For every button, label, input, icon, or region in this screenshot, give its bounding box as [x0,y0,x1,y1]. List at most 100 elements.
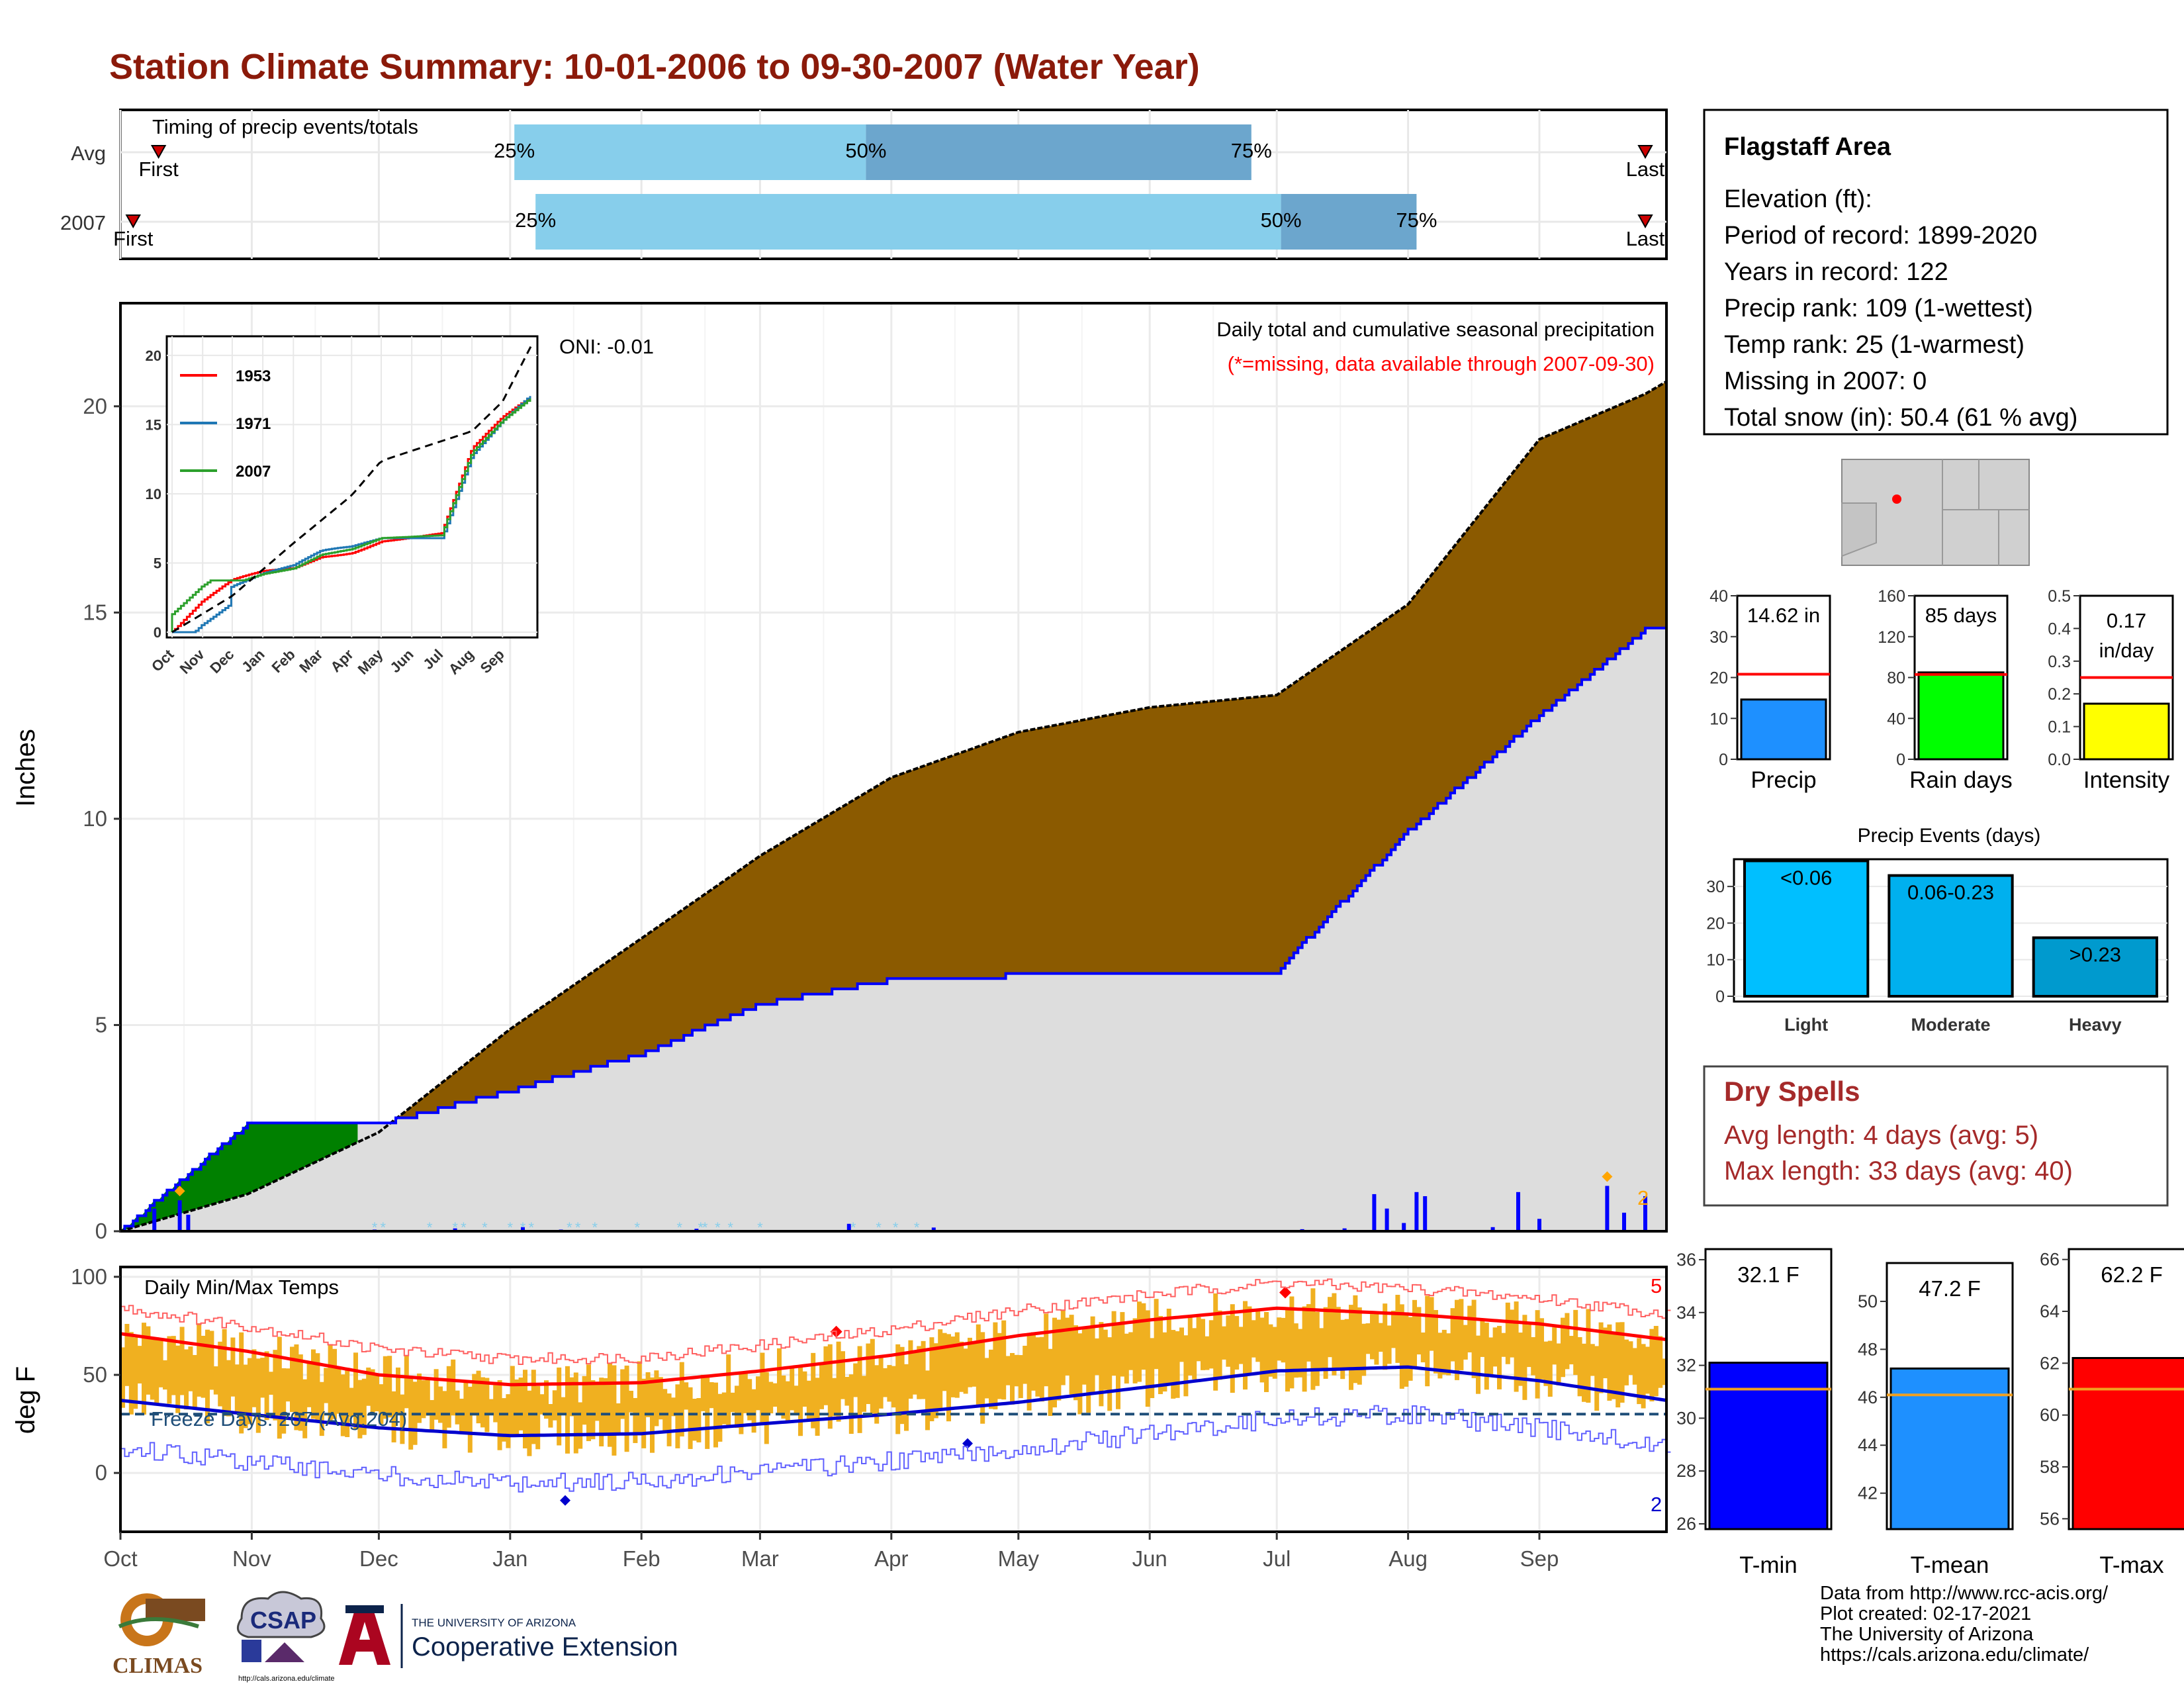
timing-p75-label: 75% [1231,139,1272,162]
daily-precip-bar [453,1228,457,1231]
event-bar [1743,859,1870,998]
snow-marker: * [508,1219,514,1236]
temp-title: Daily Min/Max Temps [144,1276,339,1299]
daily-precip-bar [1385,1208,1389,1231]
daily-temp-bar [777,1348,782,1414]
daily-temp-bar [933,1343,938,1419]
daily-temp-bar [1395,1295,1400,1363]
station-info-line: Period of record: 1899-2020 [1724,222,2037,250]
daily-temp-bar [306,1362,312,1407]
daily-temp-bar [400,1394,405,1444]
temp-summary-charts: 26 28 30 32 34 36 32.1 F T-min 42 44 46 48 50 47.2 F T… [1676,1248,2184,1578]
daily-temp-bar [1107,1337,1113,1411]
daily-temp-bar [721,1392,727,1425]
daily-temp-bar [484,1378,490,1432]
tbar-y-tick-label: 60 [2040,1405,2060,1425]
daily-precip-bar [521,1227,525,1231]
daily-temp-bar [552,1390,557,1421]
daily-temp-bar [989,1349,993,1409]
daily-temp-bar [1518,1333,1523,1386]
mini-chart-label: Rain days [1909,767,2013,793]
station-info-line: Missing in 2007: 0 [1724,367,1927,395]
daily-temp-bar [980,1332,985,1424]
daily-temp-bar [1010,1352,1015,1405]
daily-temp-bar [472,1374,477,1416]
daily-temp-bar [658,1377,663,1420]
daily-temp-bar [285,1368,291,1402]
daily-temp-bar [1277,1317,1282,1361]
daily-temp-bar [133,1337,138,1409]
daily-precip-bar [1605,1186,1610,1231]
daily-temp-bar [1539,1318,1544,1380]
daily-temp-bar [1543,1341,1549,1386]
daily-temp-bar [976,1324,981,1407]
inset-legend-label: 1971 [236,415,271,433]
timing-bar-q2 [1281,194,1417,250]
daily-temp-bar [1298,1329,1303,1378]
daily-temp-bar [1099,1322,1104,1407]
mini-y-tick-label: 0.2 [2048,685,2071,704]
daily-temp-bar [747,1379,752,1421]
daily-temp-bar [1077,1333,1083,1415]
daily-precip-bar [1402,1223,1406,1231]
ua-line2: Cooperative Extension [412,1632,678,1662]
daily-temp-bar [1505,1302,1510,1364]
daily-temp-bar [612,1365,617,1456]
daily-temp-bar [379,1384,384,1425]
daily-temp-bar [1060,1309,1066,1385]
daily-precip-bar [152,1208,157,1231]
daily-temp-bar [438,1386,443,1423]
daily-temp-bar [1340,1319,1345,1380]
daily-temp-bar [1162,1332,1167,1392]
daily-temp-bar [798,1365,803,1436]
daily-temp-bar [1429,1297,1434,1351]
mini-y-tick-label: 80 [1887,669,1905,688]
temp-y-axis-label: deg F [11,1366,40,1434]
daily-temp-bar [1018,1355,1023,1399]
daily-temp-bar [1374,1311,1379,1365]
daily-temp-bar [1137,1301,1142,1382]
daily-temp-bar [1319,1328,1324,1371]
inset-y-tick-label: 15 [146,416,161,433]
daily-temp-bar [1213,1293,1218,1391]
mini-y-tick-label: 0.0 [2048,751,2071,769]
daily-temp-bar [688,1387,693,1449]
tbar-y-tick-label: 30 [1676,1408,1696,1428]
daily-temp-bar [506,1394,511,1448]
daily-temp-bar [1175,1331,1180,1398]
daily-temp-bar [1598,1322,1604,1393]
daily-temp-bar [696,1398,702,1442]
daily-temp-bar [908,1340,913,1399]
daily-temp-bar [154,1337,159,1404]
daily-temp-bar [408,1376,414,1450]
daily-temp-bar [383,1356,388,1419]
station-info-line: Total snow (in): 50.4 (61 % avg) [1724,404,2077,432]
mini-value-label: 0.17 [2107,609,2146,632]
daily-temp-bar [891,1366,896,1408]
daily-temp-bar [1441,1329,1447,1375]
mini-value-label: 14.62 in [1747,604,1820,627]
daily-temp-bar [629,1391,633,1413]
daily-temp-bar [1399,1304,1404,1389]
ua-logo: THE UNIVERSITY OF ARIZONA Cooperative Ex… [339,1604,678,1668]
daily-temp-bar [1556,1343,1561,1385]
inset-legend-label: 2007 [236,463,271,481]
daily-temp-bar [548,1404,553,1428]
daily-temp-bar [1323,1307,1328,1379]
daily-precip-bar [1622,1212,1626,1231]
timing-bar-q2 [866,124,1251,180]
event-bar-label: 0.06-0.23 [1907,881,1994,904]
daily-temp-bar [760,1352,765,1425]
record-high-count: 5 [1651,1274,1662,1297]
logos-graphic: CLIMAS CSAP http://cals.arizona.edu/clim… [113,1591,678,1683]
daily-temp-bar [1052,1317,1057,1408]
daily-temp-bar [1526,1325,1531,1368]
daily-temp-bar [1205,1336,1210,1370]
daily-temp-bar [1247,1306,1252,1376]
daily-temp-bar [1069,1315,1074,1395]
daily-temp-bar [1450,1308,1455,1362]
daily-temp-bar [1132,1318,1138,1383]
ua-line1: THE UNIVERSITY OF ARIZONA [412,1617,576,1629]
